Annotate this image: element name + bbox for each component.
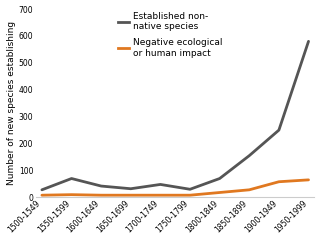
Legend: Established non-
native species, Negative ecological
or human impact: Established non- native species, Negativ… bbox=[118, 12, 222, 58]
Y-axis label: Number of new species establishing: Number of new species establishing bbox=[7, 21, 16, 185]
